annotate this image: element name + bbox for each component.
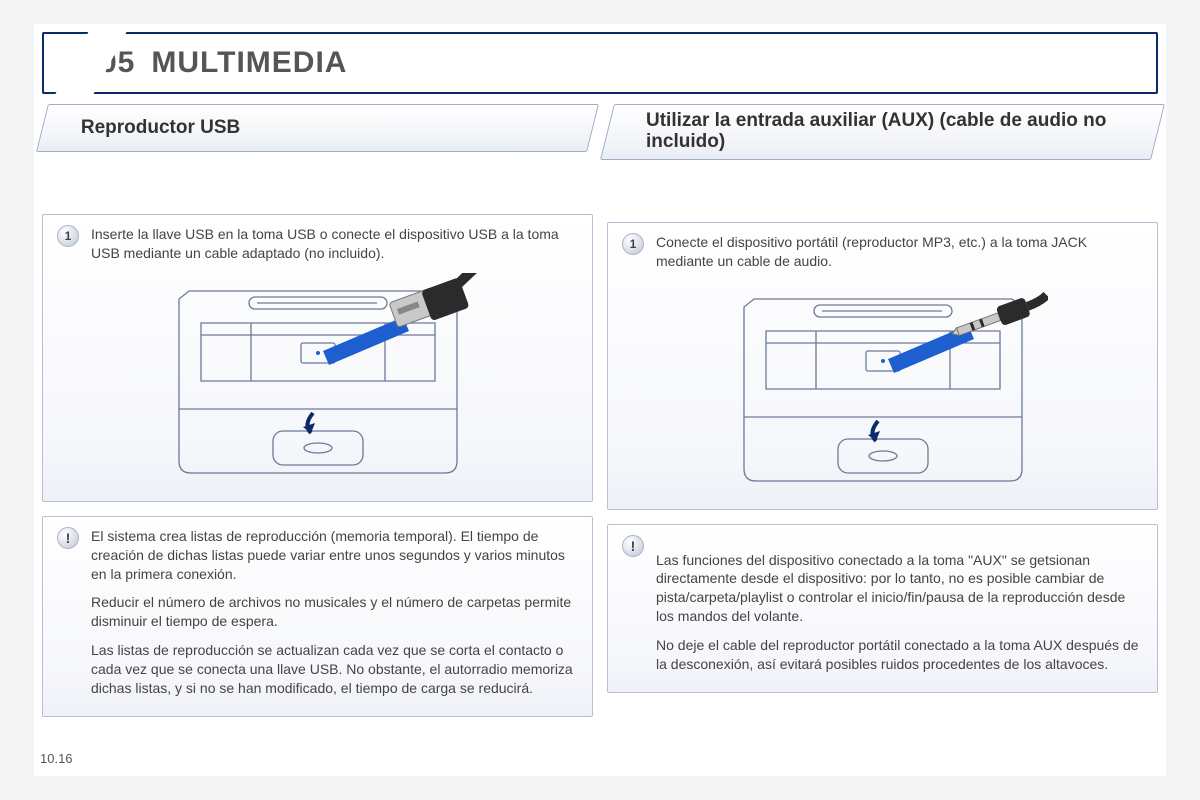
chapter-number: 05 xyxy=(100,46,135,79)
right-notes-text: Las funciones del dispositivo conectado … xyxy=(656,535,1143,674)
right-notes-panel: ! Las funciones del dispositivo conectad… xyxy=(607,524,1158,693)
left-note-3: Las listas de reproducción se actualizan… xyxy=(91,641,578,698)
right-step-panel: 1 Conecte el dispositivo portátil (repro… xyxy=(607,222,1158,510)
step-bullet: 1 xyxy=(622,233,644,255)
warning-icon: ! xyxy=(57,527,79,549)
right-step-text: Conecte el dispositivo portátil (reprodu… xyxy=(656,233,1143,271)
right-heading-box: Utilizar la entrada auxiliar (AUX) (cabl… xyxy=(600,104,1165,160)
left-heading-box: Reproductor USB xyxy=(36,104,599,152)
spacer xyxy=(42,166,593,200)
spacer xyxy=(607,174,1158,208)
left-column: Reproductor USB 1 Inserte la llave USB e… xyxy=(42,104,593,717)
left-step-1: 1 Inserte la llave USB en la toma USB o … xyxy=(57,225,578,263)
step-bullet: 1 xyxy=(57,225,79,247)
left-heading: Reproductor USB xyxy=(81,118,240,139)
chapter-banner: 05 MULTIMEDIA xyxy=(42,32,1158,94)
columns: Reproductor USB 1 Inserte la llave USB e… xyxy=(42,104,1158,717)
left-notes-panel: ! El sistema crea listas de reproducción… xyxy=(42,516,593,717)
right-step-1: 1 Conecte el dispositivo portátil (repro… xyxy=(622,233,1143,271)
left-note-1: El sistema crea listas de reproducción (… xyxy=(91,527,578,584)
right-notes: ! Las funciones del dispositivo conectad… xyxy=(622,535,1143,674)
right-column: Utilizar la entrada auxiliar (AUX) (cabl… xyxy=(607,104,1158,717)
left-notes-text: El sistema crea listas de reproducción (… xyxy=(91,527,578,698)
left-step-text: Inserte la llave USB en la toma USB o co… xyxy=(91,225,578,263)
usb-diagram xyxy=(153,273,483,483)
chapter-title: 05 MULTIMEDIA xyxy=(100,46,1138,80)
aux-diagram xyxy=(718,281,1048,491)
right-note-2: No deje el cable del reproductor portáti… xyxy=(656,636,1143,674)
left-notes: ! El sistema crea listas de reproducción… xyxy=(57,527,578,698)
right-heading: Utilizar la entrada auxiliar (AUX) (cabl… xyxy=(646,111,1147,153)
page-frame: 05 MULTIMEDIA Reproductor USB 1 Inserte l… xyxy=(34,24,1166,776)
right-note-1: Las funciones del dispositivo conectado … xyxy=(656,551,1143,627)
usb-plug-icon xyxy=(323,273,483,365)
notes-spacer xyxy=(656,535,1143,541)
left-note-2: Reducir el número de archivos no musical… xyxy=(91,593,578,631)
chapter-name: MULTIMEDIA xyxy=(151,46,347,79)
page-number: 10.16 xyxy=(40,751,73,766)
warning-icon: ! xyxy=(622,535,644,557)
left-step-panel: 1 Inserte la llave USB en la toma USB o … xyxy=(42,214,593,502)
